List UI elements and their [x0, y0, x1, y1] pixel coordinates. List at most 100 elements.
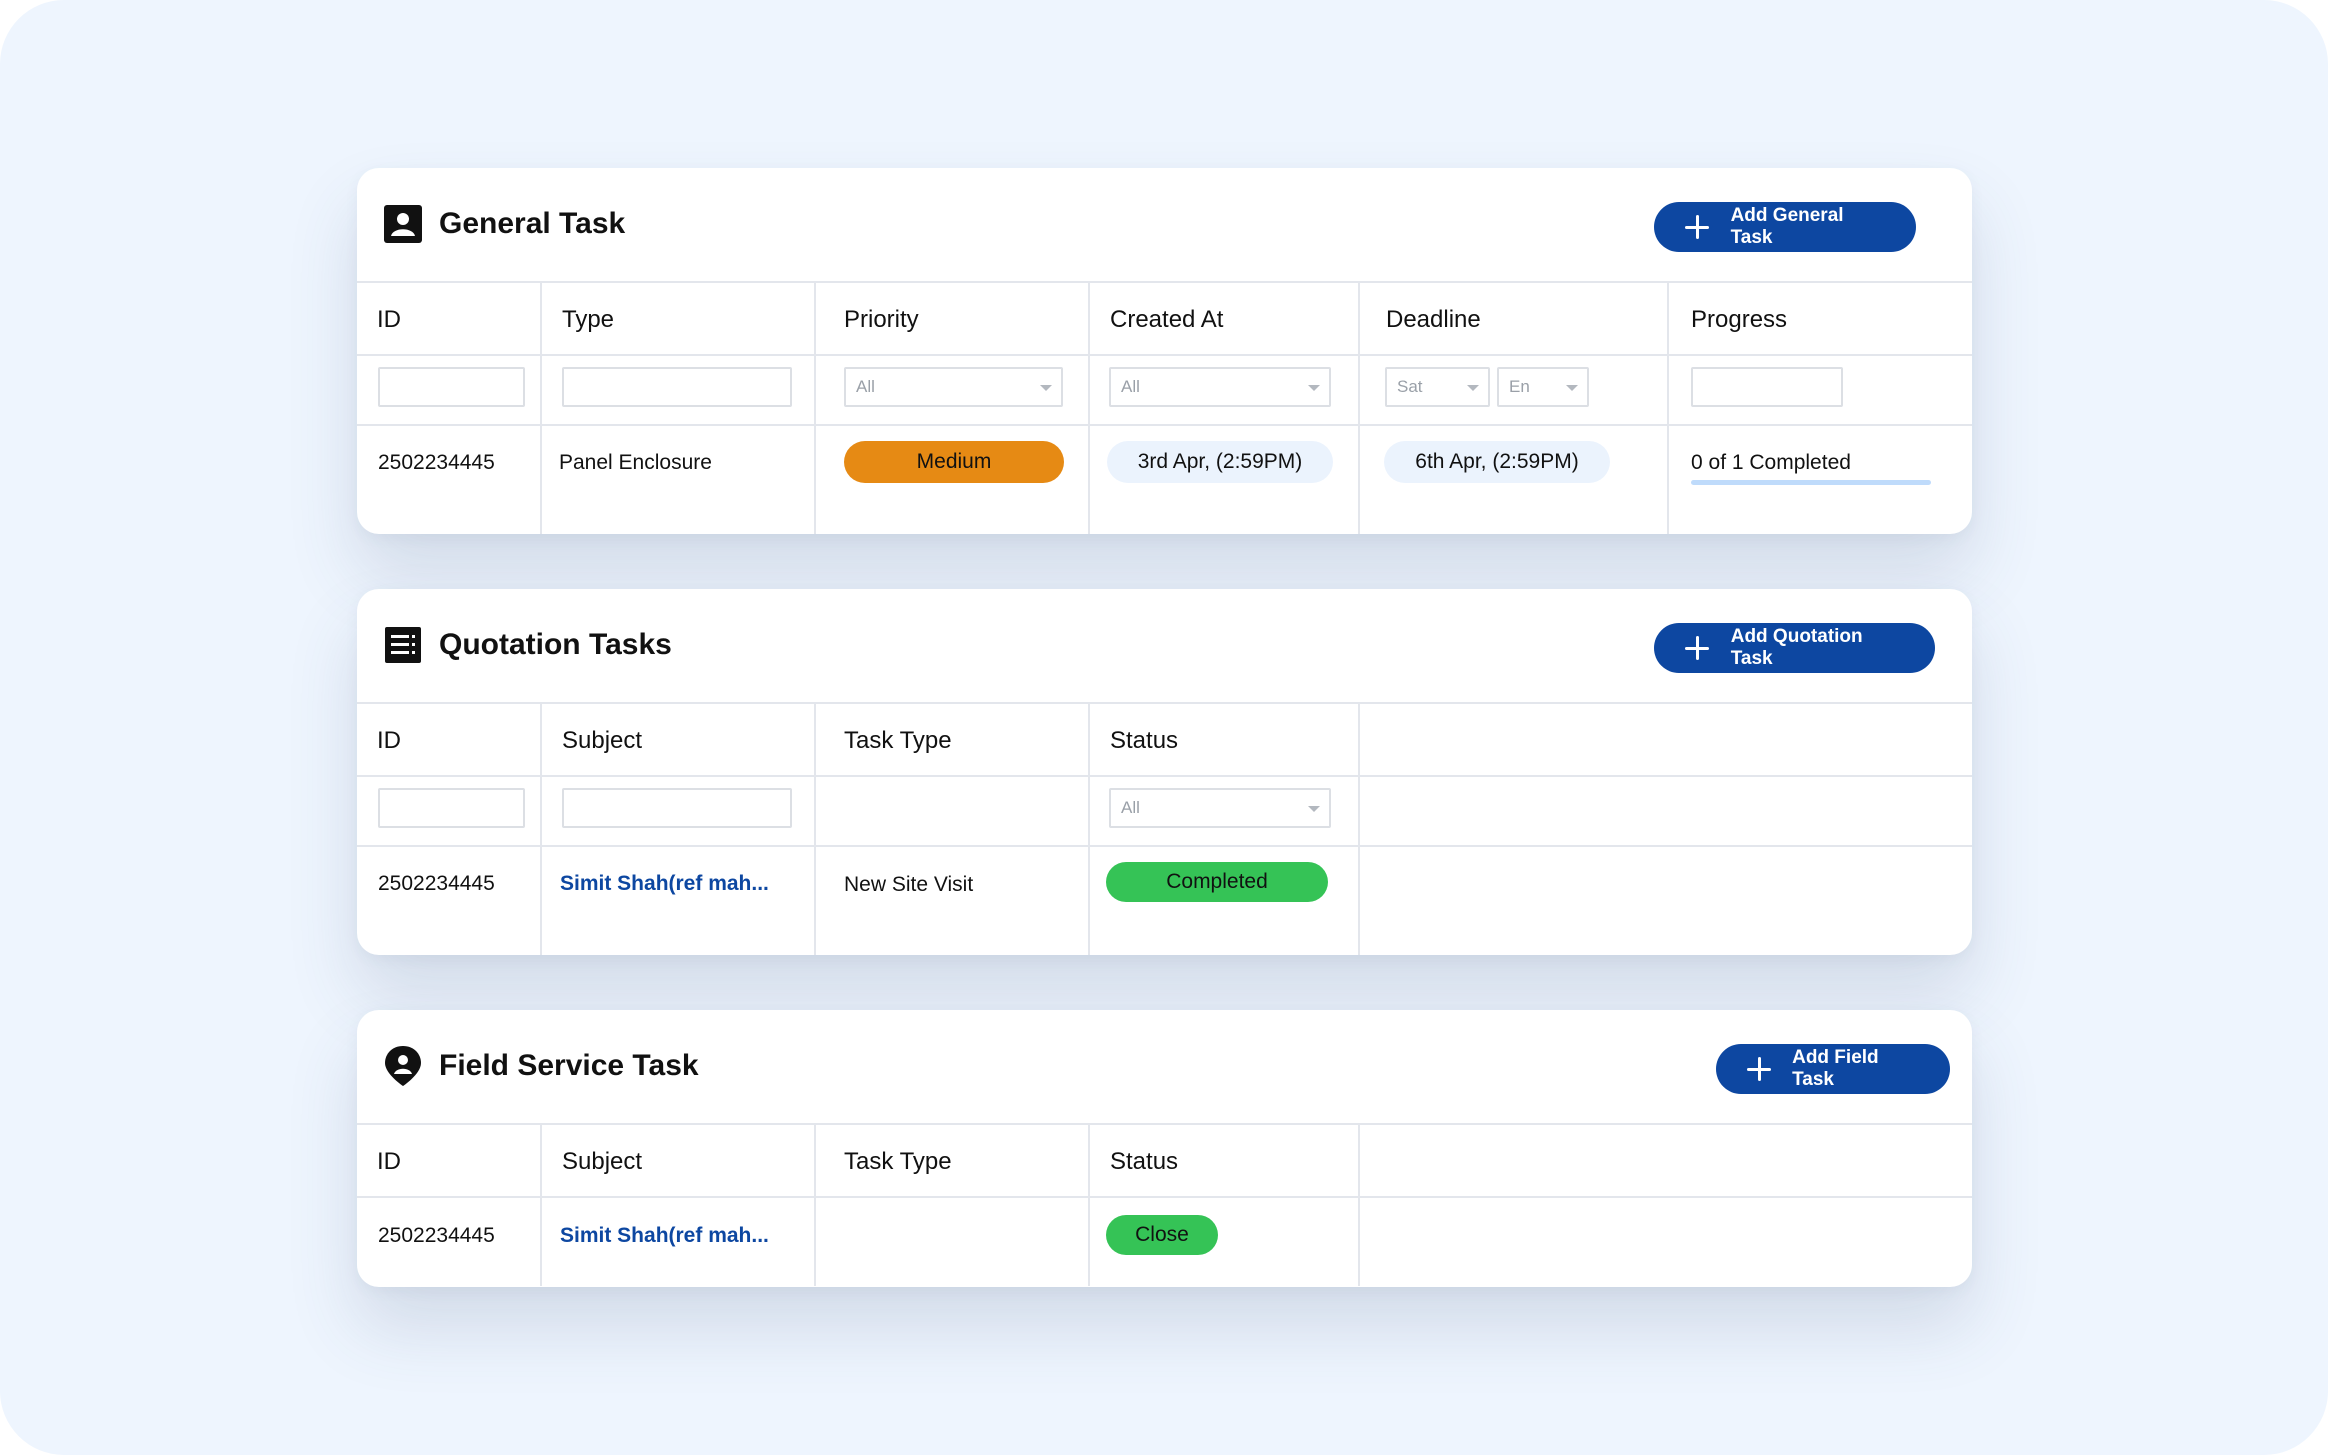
subject-cell: Simit Shah(ref mah...	[542, 1198, 816, 1286]
task-id: 2502234445	[378, 872, 495, 895]
table-row[interactable]: 2502234445 Simit Shah(ref mah... New Sit…	[357, 847, 1972, 955]
column-header-id[interactable]: ID	[357, 283, 542, 354]
column-header-task-type[interactable]: Task Type	[816, 704, 1090, 775]
subject-cell: Simit Shah(ref mah...	[542, 847, 816, 955]
progress-bar	[1691, 480, 1931, 485]
plus-icon	[1746, 1056, 1772, 1082]
quotation-tasks-title: Quotation Tasks	[439, 628, 672, 661]
empty-header-cell	[1360, 1125, 1972, 1196]
column-header-label: Status	[1110, 1148, 1179, 1175]
add-general-task-button[interactable]: Add General Task	[1654, 202, 1916, 252]
table-row[interactable]: 2502234445 Panel Enclosure Medium 3rd Ap…	[357, 426, 1972, 534]
filter-cell	[816, 777, 1090, 845]
column-header-type[interactable]: Type	[542, 283, 816, 354]
add-quotation-task-label: Add Quotation Task	[1730, 626, 1863, 669]
quotation-tasks-filter-row: All	[357, 777, 1972, 847]
filter-cell	[357, 356, 542, 424]
add-general-task-label: Add General Task	[1730, 205, 1844, 248]
filter-cell: All	[1090, 777, 1360, 845]
field-service-task-header: Field Service Task Add Field Task	[357, 1010, 1972, 1125]
add-field-task-label: Add Field Task	[1792, 1047, 1879, 1090]
filter-cell: Sat En	[1360, 356, 1669, 424]
filter-cell: All	[1090, 356, 1360, 424]
column-header-progress[interactable]: Progress	[1669, 283, 1972, 354]
column-header-status[interactable]: Status	[1090, 1125, 1360, 1196]
task-type-cell: New Site Visit	[816, 847, 1090, 955]
column-header-label: Progress	[1691, 306, 1788, 333]
id-cell: 2502234445	[357, 426, 542, 534]
task-id: 2502234445	[378, 451, 495, 474]
column-header-id[interactable]: ID	[357, 704, 542, 775]
table-row[interactable]: 2502234445 Simit Shah(ref mah... Close	[357, 1198, 1972, 1286]
filter-cell	[542, 777, 816, 845]
column-header-created-at[interactable]: Created At	[1090, 283, 1360, 354]
deadline-to-select[interactable]: En	[1497, 367, 1589, 407]
column-header-status[interactable]: Status	[1090, 704, 1360, 775]
priority-cell: Medium	[816, 426, 1090, 534]
filter-cell	[1360, 777, 1972, 845]
priority-badge: Medium	[844, 441, 1064, 483]
id-filter-input[interactable]	[378, 788, 525, 828]
status-cell: Completed	[1090, 847, 1360, 955]
empty-cell	[1360, 1198, 1972, 1286]
subject-filter-input[interactable]	[562, 788, 792, 828]
list-document-icon	[385, 627, 421, 663]
add-quotation-task-button[interactable]: Add Quotation Task	[1654, 623, 1935, 673]
status-badge: Close	[1106, 1215, 1218, 1255]
contact-card-icon	[384, 205, 422, 243]
created-at-filter-select[interactable]: All	[1109, 367, 1331, 407]
empty-header-cell	[1360, 704, 1972, 775]
column-header-label: Deadline	[1386, 306, 1481, 333]
progress-filter-input[interactable]	[1691, 367, 1843, 407]
deadline-cell: 6th Apr, (2:59PM)	[1360, 426, 1669, 534]
column-header-label: Subject	[562, 727, 643, 754]
progress-text: 0 of 1 Completed	[1691, 451, 1851, 474]
quotation-tasks-card: Quotation Tasks Add Quotation Task ID Su…	[357, 589, 1972, 955]
task-type: New Site Visit	[844, 873, 974, 896]
column-header-label: Type	[562, 306, 615, 333]
column-header-subject[interactable]: Subject	[542, 704, 816, 775]
subject-link[interactable]: Simit Shah(ref mah...	[560, 1224, 769, 1247]
status-cell: Close	[1090, 1198, 1360, 1286]
field-service-task-title: Field Service Task	[439, 1049, 699, 1082]
column-header-label: ID	[377, 306, 401, 333]
quotation-tasks-header-row: ID Subject Task Type Status	[357, 704, 1972, 777]
location-person-pin-icon	[385, 1046, 421, 1086]
column-header-id[interactable]: ID	[357, 1125, 542, 1196]
quotation-tasks-header: Quotation Tasks Add Quotation Task	[357, 589, 1972, 704]
column-header-label: ID	[377, 1148, 401, 1175]
column-header-label: Subject	[562, 1148, 643, 1175]
task-type: Panel Enclosure	[559, 451, 712, 474]
column-header-task-type[interactable]: Task Type	[816, 1125, 1090, 1196]
status-badge: Completed	[1106, 862, 1328, 902]
type-filter-input[interactable]	[562, 367, 792, 407]
task-id: 2502234445	[378, 1224, 495, 1247]
general-task-card: General Task Add General Task ID Type Pr…	[357, 168, 1972, 534]
priority-filter-select[interactable]: All	[844, 367, 1063, 407]
plus-icon	[1684, 214, 1709, 240]
deadline-from-select[interactable]: Sat	[1385, 367, 1490, 407]
created-at-cell: 3rd Apr, (2:59PM)	[1090, 426, 1360, 534]
add-field-task-button[interactable]: Add Field Task	[1716, 1044, 1950, 1094]
column-header-label: Created At	[1110, 306, 1224, 333]
task-type-cell	[816, 1198, 1090, 1286]
column-header-subject[interactable]: Subject	[542, 1125, 816, 1196]
id-cell: 2502234445	[357, 1198, 542, 1286]
filter-cell	[357, 777, 542, 845]
id-filter-input[interactable]	[378, 367, 525, 407]
general-task-header: General Task Add General Task	[357, 168, 1972, 283]
general-task-header-row: ID Type Priority Created At Deadline Pro…	[357, 283, 1972, 356]
plus-icon	[1684, 635, 1709, 661]
column-header-label: ID	[377, 727, 401, 754]
column-header-priority[interactable]: Priority	[816, 283, 1090, 354]
column-header-label: Task Type	[844, 727, 952, 754]
created-at-badge: 3rd Apr, (2:59PM)	[1107, 441, 1333, 483]
column-header-deadline[interactable]: Deadline	[1360, 283, 1669, 354]
status-filter-select[interactable]: All	[1109, 788, 1331, 828]
type-cell: Panel Enclosure	[542, 426, 816, 534]
empty-cell	[1360, 847, 1972, 955]
subject-link[interactable]: Simit Shah(ref mah...	[560, 872, 769, 895]
progress-cell: 0 of 1 Completed	[1669, 426, 1972, 534]
general-task-filter-row: All All Sat En	[357, 356, 1972, 426]
